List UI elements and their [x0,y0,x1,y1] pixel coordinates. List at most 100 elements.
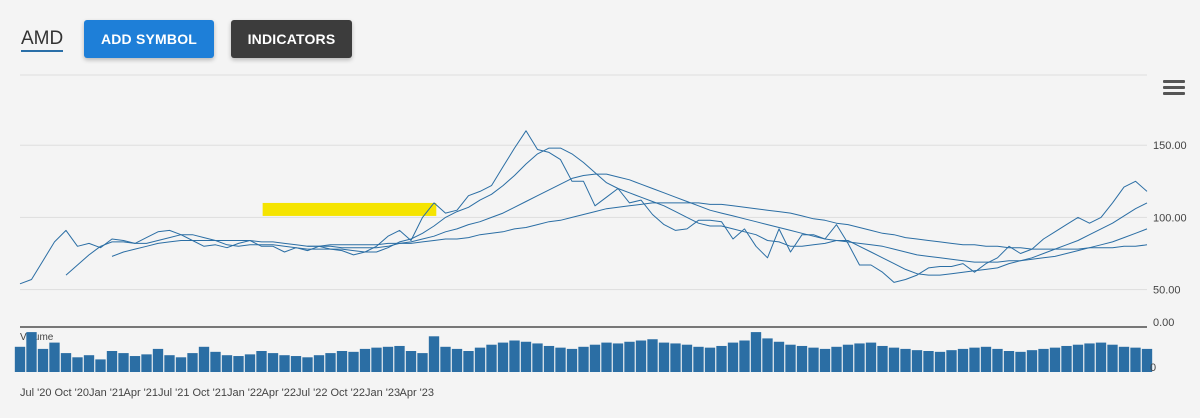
volume-bar [739,340,750,372]
volume-bar [946,350,957,372]
price-tick-label: 50.00 [1153,285,1181,297]
volume-bar [187,353,198,372]
volume-bar [1118,346,1130,372]
volume-bar [290,356,302,372]
volume-bar [371,347,382,372]
volume-bar [279,355,290,372]
volume-bar [221,355,233,372]
volume-bar [474,347,486,372]
volume-bar [497,342,509,372]
volume-bar [164,355,175,372]
volume-bar [141,354,152,372]
volume-bar [831,346,842,372]
time-axis-label: Jan '22 [227,387,262,399]
volume-bar [509,340,520,372]
volume-bar [233,356,244,372]
volume-bar [658,342,670,372]
grid-lines [20,74,1147,291]
volume-bar [359,348,371,372]
menu-icon-bar [1163,80,1185,83]
volume-bar [129,356,141,372]
price-line-2 [65,147,1148,276]
volume-bar [152,348,164,372]
volume-bar [980,346,992,372]
symbol-label[interactable]: AMD [21,29,64,52]
volume-bar [727,342,739,372]
volume-bar [1095,342,1107,372]
volume-bar [267,353,279,372]
price-line-1 [19,130,1148,285]
volume-bar [543,345,555,372]
price-tick-label: 100.00 [1153,212,1187,224]
time-axis-label: Jul '21 [158,387,189,399]
volume-bar [1026,350,1038,372]
volume-bar [210,351,221,372]
volume-bar [934,351,946,372]
volume-bar [256,351,267,372]
volume-bar [578,346,589,372]
time-axis-label: Oct '20 [55,387,90,399]
time-axis-label: Jul '20 [20,387,51,399]
volume-bar [796,345,808,372]
volume-bar [72,357,83,372]
volume-bar [589,344,601,372]
price-line-4 [307,202,1148,250]
volume-bar [382,346,394,372]
indicators-button[interactable]: INDICATORS [231,20,352,58]
volume-bar [854,343,865,372]
volume-bar [750,332,762,372]
price-series [19,130,1148,285]
time-axis-label: Jan '23 [365,387,400,399]
time-axis-label: Apr '23 [400,387,435,399]
volume-bar [26,332,37,372]
volume-bar [14,346,26,372]
volume-bar [1015,351,1026,372]
volume-bar [428,336,440,372]
volume-bar [60,353,72,372]
menu-icon-bar [1163,92,1185,95]
toolbar: AMD ADD SYMBOL INDICATORS [0,0,1200,70]
add-symbol-button[interactable]: ADD SYMBOL [84,20,214,58]
volume-axis: 0.00 0 [1150,317,1174,374]
volume-bar [865,342,877,372]
volume-bar [440,346,451,372]
highlight-zone [262,202,437,216]
menu-icon-bar [1163,86,1185,89]
volume-bar [198,346,210,372]
volume-bar [635,340,647,372]
time-axis-label: Apr '21 [124,387,159,399]
volume-bar [624,341,635,372]
volume-bar [808,347,819,372]
volume-bar [555,347,566,372]
volume-bar [1003,351,1015,372]
price-line-3 [111,173,1148,263]
volume-bar [957,348,969,372]
time-axis-label: Oct '21 [193,387,228,399]
stock-chart: 150.00 100.00 50.00 Volume 0.00 0 Jul '20 Oc… [14,74,1187,399]
volume-bar [532,343,543,372]
volume-bar [969,347,980,372]
volume-tick-label: 0.00 [1153,317,1174,329]
volume-bar [612,343,624,372]
volume-bar [520,341,532,372]
volume-bar [992,348,1003,372]
volume-bar [1130,347,1141,372]
volume-bar [911,350,923,372]
volume-bar [819,348,831,372]
volume-bar [647,339,658,372]
hamburger-menu-icon[interactable] [1163,80,1185,98]
price-axis: 150.00 100.00 50.00 [1153,140,1187,296]
volume-bar [704,347,716,372]
volume-bar [394,345,405,372]
volume-tick-label: 0 [1150,362,1156,374]
time-axis-label: Apr '22 [262,387,297,399]
volume-bar [175,357,187,372]
volume-bar [348,351,359,372]
volume-label: Volume [20,332,54,343]
volume-bar [302,357,313,372]
volume-bar [877,345,888,372]
volume-bar [670,343,681,372]
volume-bar [1107,344,1118,372]
volume-bar [900,348,911,372]
volume-bar [106,351,118,372]
